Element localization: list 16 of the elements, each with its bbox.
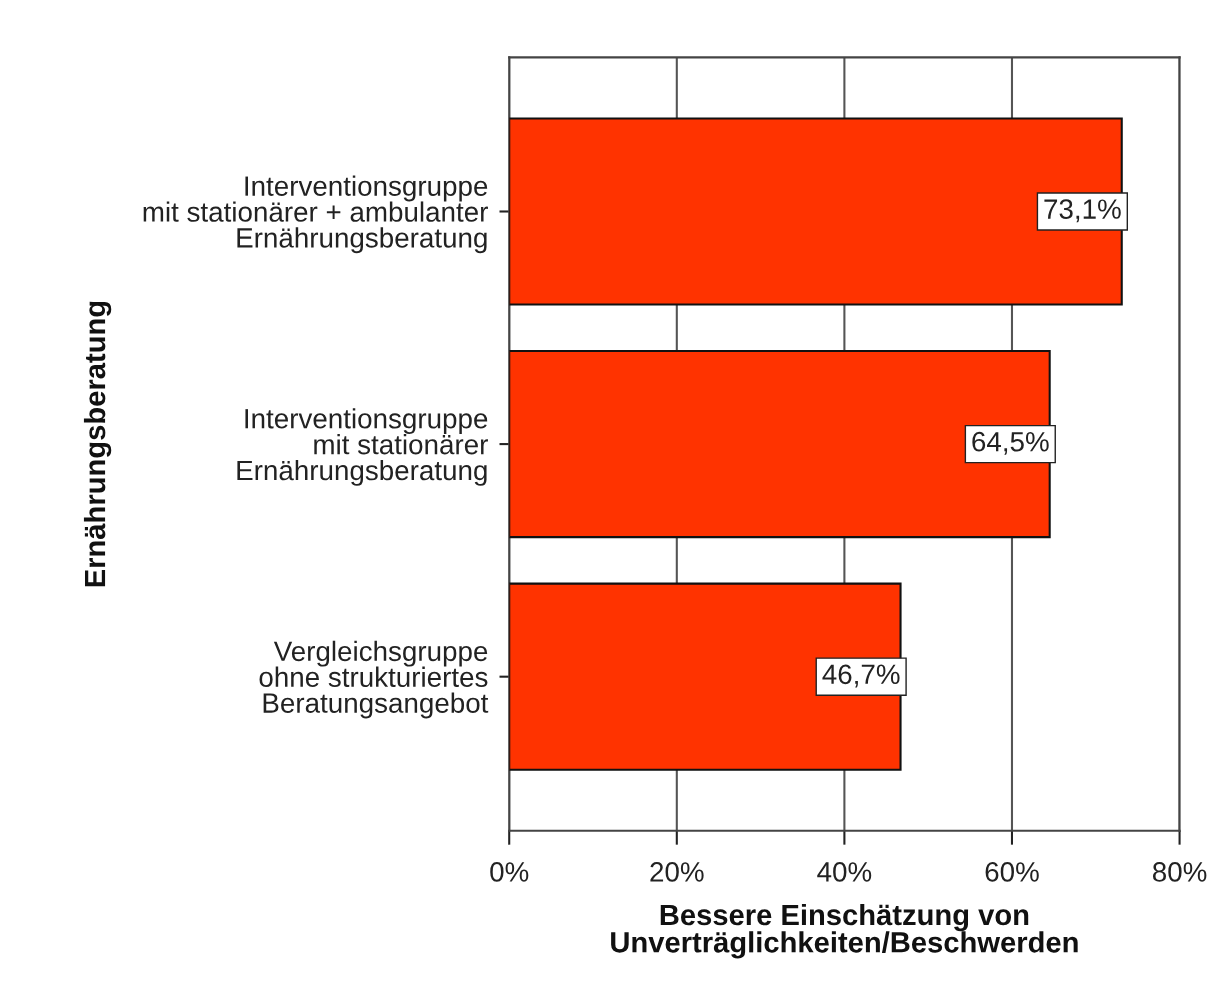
data-label: 64,5% <box>972 431 1049 455</box>
y-tick-label: Vergleichsgruppe ohne strukturiertes Beratungsangebot <box>259 640 489 719</box>
x-axis-title: Bessere Einschätzung von Unverträglichkeiten/Beschwerden <box>611 903 1078 959</box>
bar <box>509 117 1123 306</box>
bar <box>509 582 902 771</box>
data-label: 46,7% <box>822 664 900 688</box>
bar <box>509 350 1051 539</box>
y-axis-title: Ernährungsberatung <box>83 301 112 587</box>
x-tick-label: 80% <box>1152 862 1207 882</box>
x-tick-label: 60% <box>985 862 1039 882</box>
x-tick-label: 20% <box>650 862 704 882</box>
data-label: 73,1% <box>1044 199 1121 223</box>
y-tick-label: Interventionsgruppe mit stationärer Ernährungsberatung <box>237 408 488 486</box>
x-tick-label: 0% <box>490 862 529 882</box>
y-tick-label: Interventionsgruppe mit stationärer + ambulanter Ernährungsberatung <box>143 175 488 254</box>
x-tick-label: 40% <box>817 862 872 882</box>
